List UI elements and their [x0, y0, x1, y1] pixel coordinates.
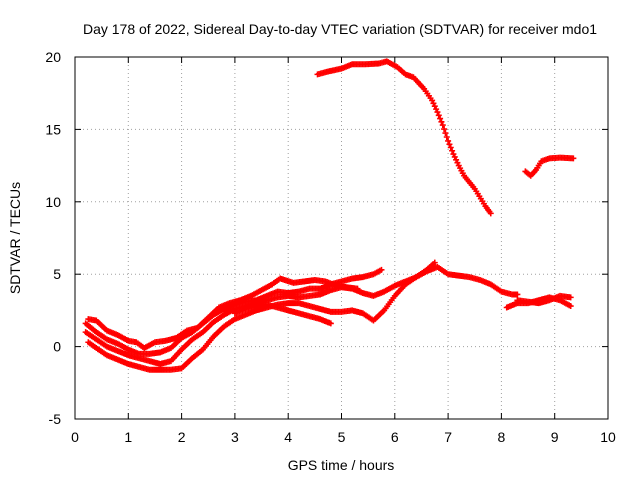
x-tick-label: 9	[551, 429, 559, 445]
x-tick-label: 6	[391, 429, 399, 445]
y-tick-label: 0	[53, 339, 61, 355]
data-point	[378, 266, 385, 273]
x-tick-label: 1	[124, 429, 132, 445]
x-tick-label: 8	[498, 429, 506, 445]
y-tick-label: 20	[45, 49, 61, 65]
series-arc-3	[82, 259, 438, 367]
data-point	[487, 210, 494, 217]
data-point	[438, 118, 445, 125]
data-point	[434, 109, 441, 116]
data-point	[441, 126, 448, 133]
data-point	[449, 147, 456, 154]
data-point	[443, 134, 450, 141]
data-point	[570, 155, 577, 162]
x-tick-label: 4	[284, 429, 292, 445]
data-point	[327, 320, 334, 327]
data-point	[437, 115, 444, 122]
x-tick-label: 0	[71, 429, 79, 445]
y-axis-label: SDTVAR / TECUs	[7, 182, 23, 294]
x-tick-label: 7	[444, 429, 452, 445]
data-point	[567, 303, 574, 310]
x-axis-label: GPS time / hours	[288, 457, 395, 473]
series-arc-high-a	[314, 58, 494, 217]
x-tick-label: 2	[178, 429, 186, 445]
chart-title: Day 178 of 2022, Sidereal Day-to-day VTE…	[83, 21, 597, 37]
data-point	[439, 122, 446, 129]
data-point	[447, 144, 454, 151]
x-tick-label: 3	[231, 429, 239, 445]
data-point	[431, 259, 438, 266]
series-arc-high-b	[522, 154, 577, 179]
x-tick-label: 10	[600, 429, 616, 445]
data-marks	[82, 58, 577, 373]
series-arc-7	[514, 292, 574, 307]
data-point	[435, 112, 442, 119]
data-point	[442, 130, 449, 137]
axis-ticks: 0 1 2 3 4 5 6 7 8 9 10 -5 0 5 10 15 20	[45, 49, 616, 445]
y-tick-label: 5	[53, 266, 61, 282]
series-arc-4	[85, 263, 521, 373]
y-tick-label: 10	[45, 194, 61, 210]
y-tick-label: -5	[49, 411, 62, 427]
data-point	[445, 137, 452, 144]
series-arc-5	[231, 301, 334, 327]
data-point	[446, 141, 453, 148]
data-point	[567, 294, 574, 301]
grid	[75, 57, 608, 419]
data-point	[514, 291, 521, 298]
x-tick-label: 5	[338, 429, 346, 445]
y-tick-label: 15	[45, 121, 61, 137]
